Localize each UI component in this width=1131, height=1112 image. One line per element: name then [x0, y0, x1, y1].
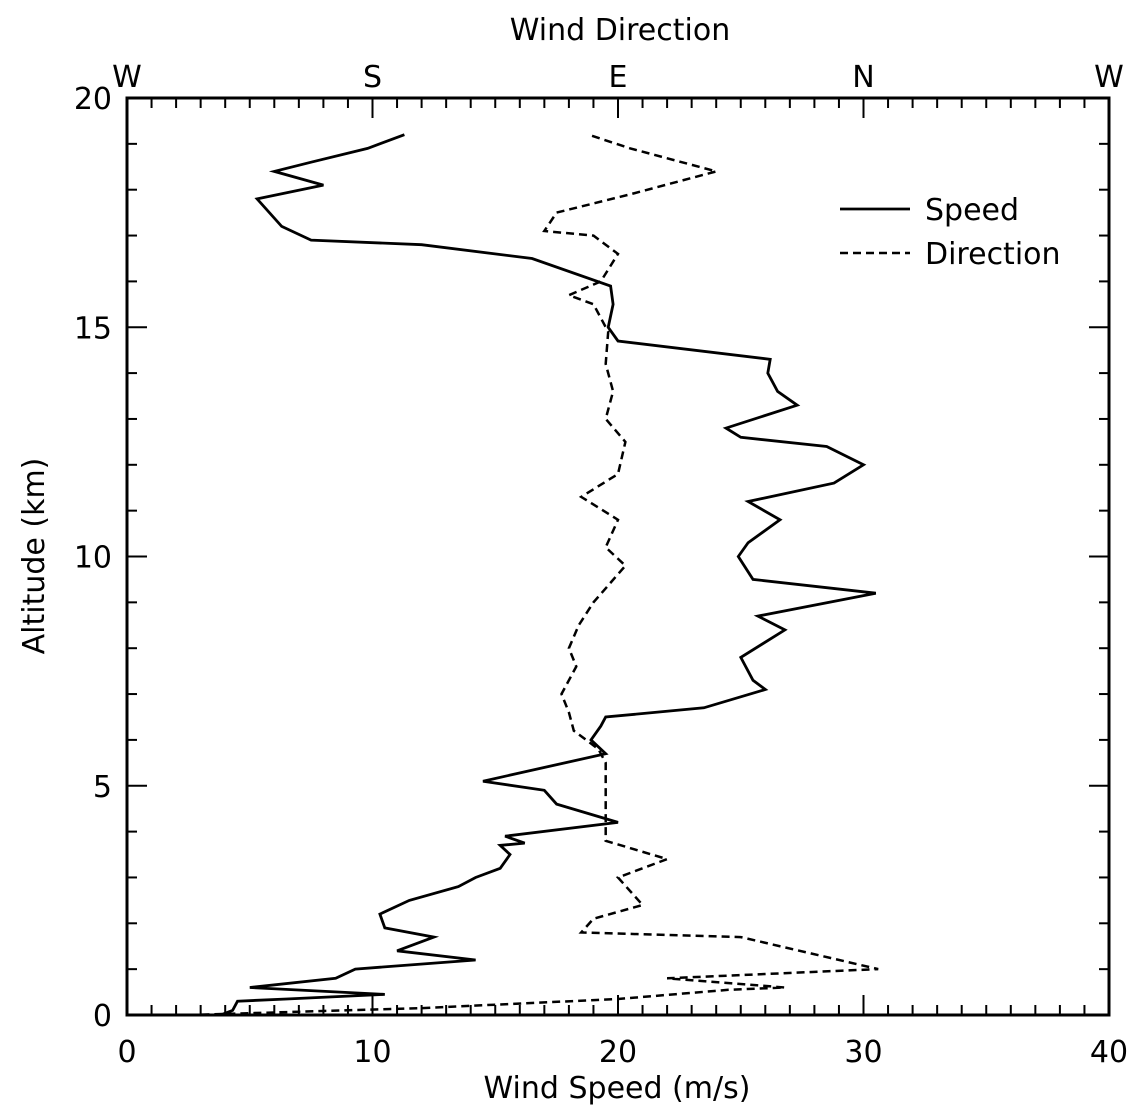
- series-speed-line: [219, 133, 877, 1017]
- compass-label-e: E: [609, 60, 628, 95]
- legend-speed-label: Speed: [925, 193, 1019, 228]
- compass-label-n: N: [852, 60, 874, 95]
- x-tick-label: 20: [599, 1035, 637, 1070]
- x-tick-label: 40: [1090, 1035, 1128, 1070]
- y-tick-label: 10: [74, 541, 112, 576]
- y-tick-label: 15: [74, 311, 112, 346]
- series-direction-line: [188, 133, 879, 1017]
- y-axis-title: Altitude (km): [17, 458, 52, 655]
- y-tick-labels: 0 5 10 15 20: [74, 82, 112, 1034]
- plot-frame: [125, 96, 1111, 1017]
- x-tick-label: 30: [844, 1035, 882, 1070]
- x-tick-label: 10: [353, 1035, 391, 1070]
- x-tick-labels: 0 10 20 30 40: [117, 1035, 1128, 1070]
- y-tick-label: 20: [74, 82, 112, 117]
- top-axis-title: Wind Direction: [510, 13, 730, 48]
- x-tick-label: 0: [117, 1035, 136, 1070]
- compass-label-s: S: [363, 60, 382, 95]
- x-axis-title: Wind Speed (m/s): [484, 1071, 751, 1106]
- legend: Speed Direction: [840, 193, 1061, 272]
- y-tick-label: 0: [93, 999, 112, 1034]
- y-tick-label: 5: [93, 770, 112, 805]
- compass-label-w: W: [112, 60, 142, 95]
- minor-ticks: [127, 98, 1109, 1015]
- legend-direction-label: Direction: [925, 237, 1061, 272]
- series-layer: [188, 133, 879, 1017]
- compass-label-w: W: [1094, 60, 1124, 95]
